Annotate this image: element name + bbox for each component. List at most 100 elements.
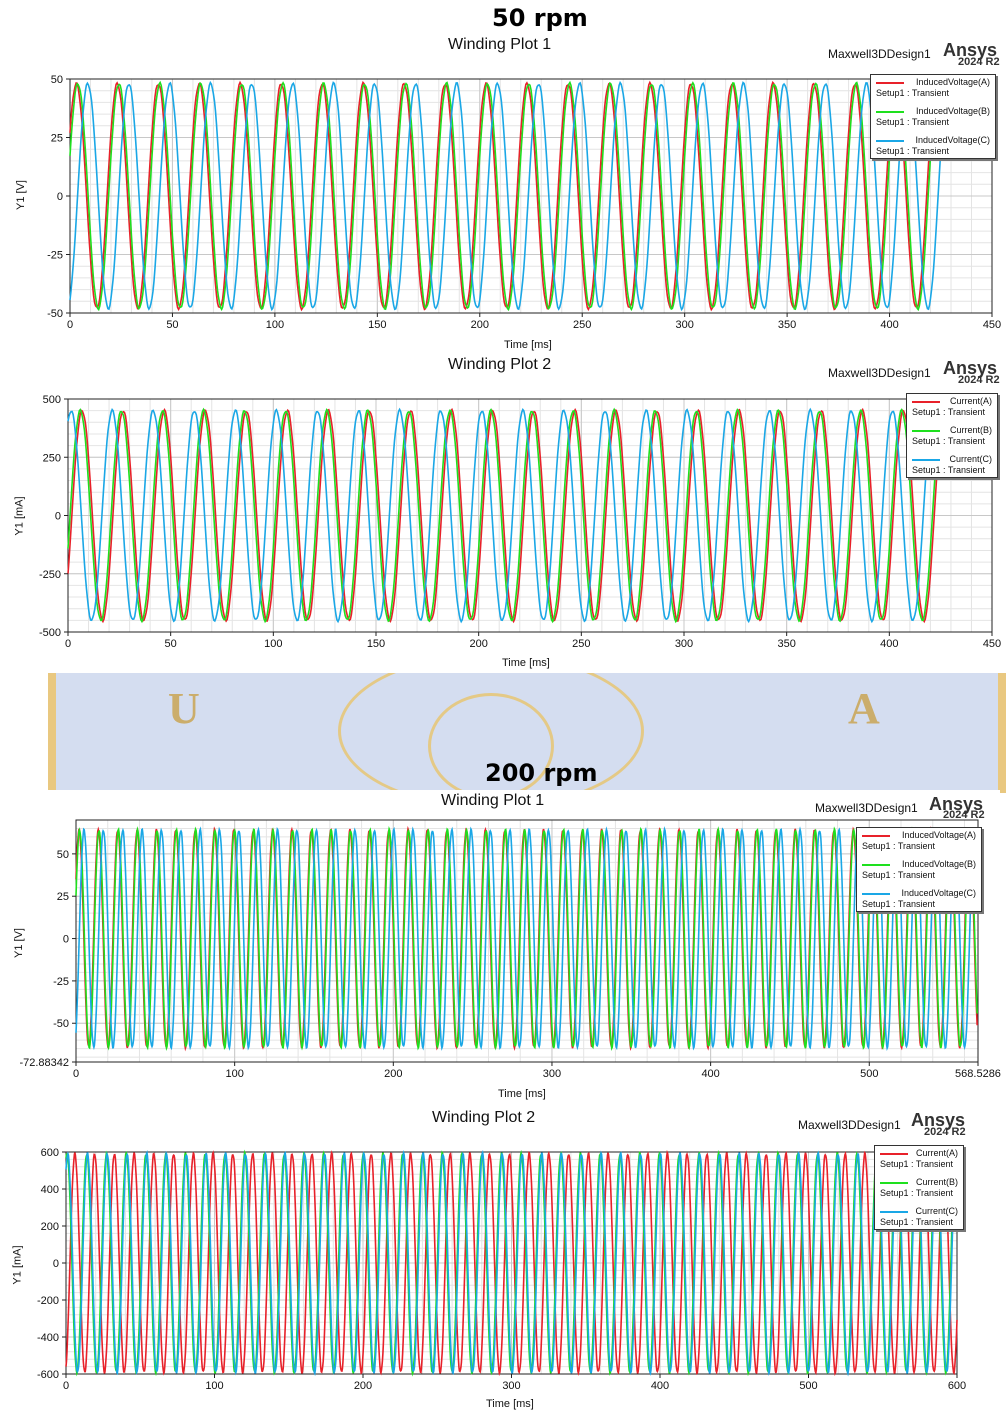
y-tick-label: -400 (37, 1332, 59, 1344)
legend-item: Current(C) Setup1 : Transient (910, 454, 994, 475)
legend-item: Current(A) Setup1 : Transient (910, 396, 994, 425)
design-name: Maxwell3DDesign1 (798, 1118, 901, 1132)
x-tick-label: 150 (367, 638, 385, 650)
watermark-letter-left: U (168, 684, 200, 733)
x-tick-label: 200 (354, 1380, 372, 1392)
legend: Current(A) Setup1 : Transient Current(B) S… (906, 393, 998, 478)
plot-title: Winding Plot 2 (432, 1109, 536, 1126)
university-seal-watermark: U A (48, 673, 1006, 793)
ansys-logo: Ansys (943, 40, 998, 60)
y-tick-label: 0 (63, 934, 69, 946)
chart-current-50rpm: Winding Plot 2 Maxwell3DDesign1 Ansys 20… (0, 355, 1008, 673)
legend-item: InducedVoltage(A) Setup1 : Transient (860, 830, 978, 859)
y-tick-label: 0 (55, 511, 61, 523)
series-line-current-a (65, 1149, 958, 1377)
x-tick-label: 300 (543, 1068, 561, 1080)
chart-svg: 0 100 200 300 400 500 568.5286 -72.88342 -50 -25 0… (19, 819, 1001, 1080)
legend-swatch (862, 864, 890, 866)
ansys-logo: Ansys (943, 358, 998, 378)
y-tick-label: 250 (43, 452, 61, 464)
legend-swatch (876, 82, 904, 84)
legend-item: InducedVoltage(B) Setup1 : Transient (860, 859, 978, 888)
legend-item: InducedVoltage(A) Setup1 : Transient (874, 77, 992, 106)
x-tick-label: 250 (573, 319, 591, 331)
x-tick-label: 250 (572, 638, 590, 650)
series-line-inducedvoltage-b (69, 80, 942, 312)
legend: InducedVoltage(A) Setup1 : Transient Indu… (856, 827, 982, 912)
x-tick-label: 200 (384, 1068, 402, 1080)
series-line-current-c (65, 1149, 958, 1377)
x-tick-label: 100 (264, 638, 282, 650)
chart-svg: 0 50 100 150 200 250 300 350 400 450 -50 -25 0 25 50 (47, 74, 1001, 331)
legend-swatch (880, 1211, 908, 1213)
legend-series-name: Current(C) (949, 454, 992, 464)
ansys-logo: Ansys (929, 794, 984, 814)
x-tick-label: 400 (651, 1380, 669, 1392)
legend-setup-name: Setup1 : Transient (880, 1159, 954, 1169)
legend-item: Current(B) Setup1 : Transient (910, 425, 994, 454)
y-tick-label: 200 (41, 1221, 59, 1233)
x-axis-label: Time [ms] (486, 1398, 534, 1410)
legend-setup-name: Setup1 : Transient (912, 436, 986, 446)
y-tick-label: -50 (53, 1018, 69, 1030)
x-tick-label: 450 (983, 638, 1001, 650)
legend-setup-name: Setup1 : Transient (876, 117, 950, 127)
x-tick-label: 100 (225, 1068, 243, 1080)
legend-item: InducedVoltage(C) Setup1 : Transient (860, 888, 978, 909)
design-name: Maxwell3DDesign1 (828, 47, 931, 61)
legend-series-name: Current(B) (949, 425, 992, 435)
legend-setup-name: Setup1 : Transient (876, 146, 950, 156)
legend-series-name: InducedVoltage(A) (901, 830, 976, 840)
x-tick-label: 400 (701, 1068, 719, 1080)
x-tick-label: 50 (166, 319, 178, 331)
chart-svg: 0 100 200 300 400 500 600 -600 -400 -200 0 200 400 60… (37, 1147, 966, 1392)
x-tick-label: 350 (777, 638, 795, 650)
legend-setup-name: Setup1 : Transient (912, 407, 986, 417)
x-tick-label: 500 (799, 1380, 817, 1392)
y-axis-label: Y1 [mA] (13, 496, 26, 536)
x-tick-label: 450 (983, 319, 1001, 331)
x-axis-label: Time [ms] (498, 1088, 546, 1100)
legend: InducedVoltage(A) Setup1 : Transient Indu… (870, 74, 996, 159)
legend-swatch (880, 1153, 908, 1155)
y-tick-label: -250 (39, 569, 61, 581)
plot-title: Winding Plot 1 (441, 792, 545, 809)
design-name: Maxwell3DDesign1 (828, 366, 931, 380)
plot-area-border (75, 819, 979, 1063)
x-tick-label: 400 (880, 638, 898, 650)
legend-swatch (876, 111, 904, 113)
y-tick-label: 0 (57, 191, 63, 203)
legend-series-name: Current(B) (915, 1177, 958, 1187)
legend-swatch (876, 140, 904, 142)
y-tick-label: -600 (37, 1369, 59, 1381)
y-tick-label: 50 (57, 849, 69, 861)
x-tick-label: 400 (880, 319, 898, 331)
legend-swatch (912, 430, 940, 432)
legend-series-name: InducedVoltage(C) (901, 888, 976, 898)
x-tick-label: 0 (73, 1068, 79, 1080)
ansys-logo: Ansys (911, 1110, 966, 1130)
x-tick-label: 350 (778, 319, 796, 331)
series-line-inducedvoltage-c (75, 826, 978, 1051)
plot-title: Winding Plot 1 (448, 36, 552, 53)
legend-setup-name: Setup1 : Transient (862, 870, 936, 880)
x-tick-label: 50 (165, 638, 177, 650)
legend-swatch (912, 401, 940, 403)
y-axis-label: Y1 [V] (14, 180, 27, 210)
y-tick-label: -50 (47, 308, 63, 320)
y-tick-label: -500 (39, 627, 61, 639)
legend-setup-name: Setup1 : Transient (862, 841, 936, 851)
ansys-version: 2024 R2 (958, 56, 1000, 68)
y-tick-label: -200 (37, 1295, 59, 1307)
x-tick-label: 200 (469, 638, 487, 650)
watermark-letter-right: A (848, 684, 880, 733)
legend-swatch (912, 459, 940, 461)
y-tick-label: 25 (57, 891, 69, 903)
y-axis-label: Y1 [mA] (11, 1245, 24, 1285)
legend-series-name: Current(C) (915, 1206, 958, 1216)
y-tick-label: 600 (41, 1147, 59, 1159)
y-tick-label: -72.88342 (19, 1057, 69, 1069)
legend-series-name: InducedVoltage(B) (901, 859, 976, 869)
x-tick-label: 600 (948, 1380, 966, 1392)
grid (69, 78, 993, 314)
